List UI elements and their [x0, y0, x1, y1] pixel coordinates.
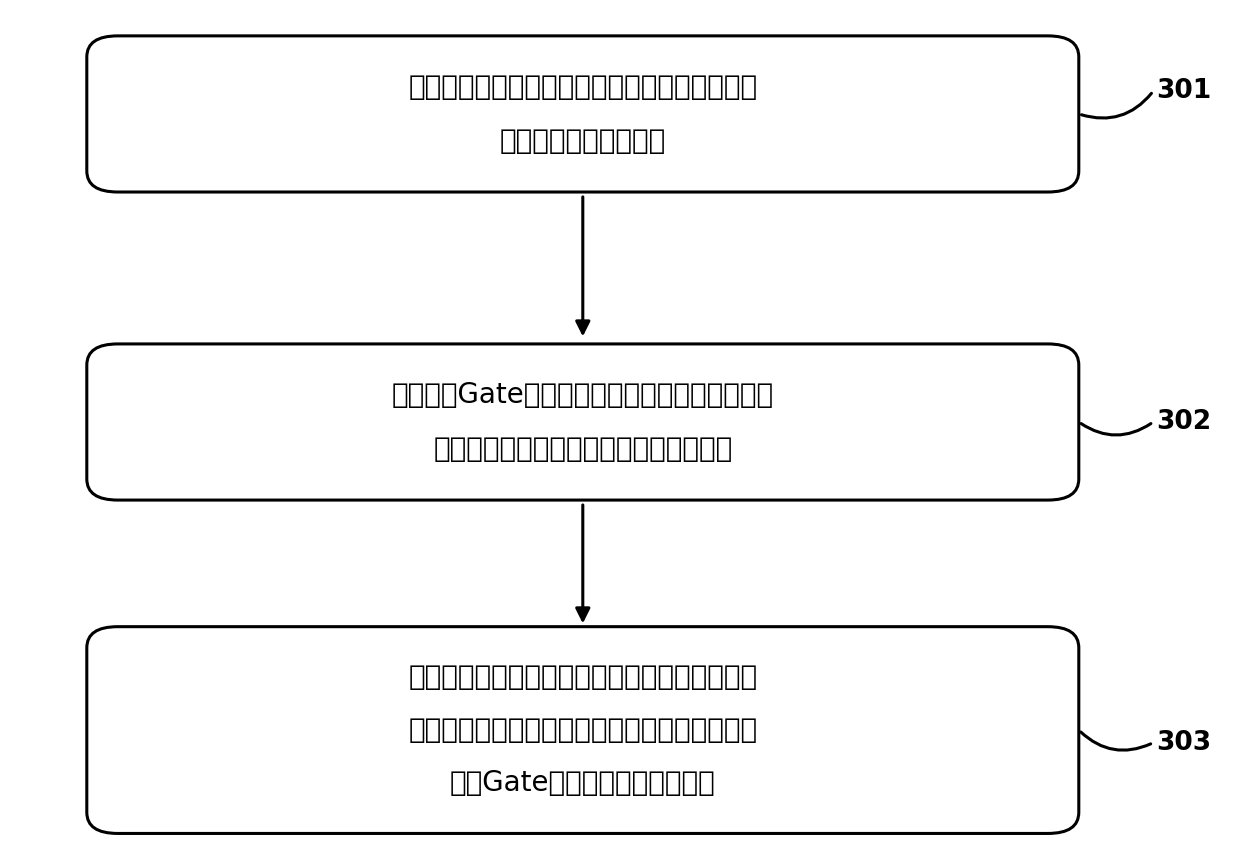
Text: 获得不同Gate扫描电压下灰阶正常位置和灰阶异: 获得不同Gate扫描电压下灰阶正常位置和灰阶异: [392, 381, 774, 409]
FancyBboxPatch shape: [87, 35, 1079, 192]
Text: 常位置的电压电流转移特性曲线进行对比: 常位置的电压电流转移特性曲线进行对比: [433, 435, 733, 463]
Text: 灰阶异常位置的电压电流转移特性曲线差异明显: 灰阶异常位置的电压电流转移特性曲线差异明显: [408, 716, 758, 744]
Text: 电流转移特性曲线测试: 电流转移特性曲线测试: [500, 127, 666, 154]
Text: 301: 301: [1157, 78, 1211, 104]
Text: 根据对比结果，选择所述显示屏灰阶正常位置和: 根据对比结果，选择所述显示屏灰阶正常位置和: [408, 663, 758, 691]
FancyBboxPatch shape: [87, 626, 1079, 833]
FancyBboxPatch shape: [87, 344, 1079, 500]
Text: 302: 302: [1157, 409, 1211, 435]
Text: 时的Gate扫描电压作为测试参数: 时的Gate扫描电压作为测试参数: [450, 769, 715, 798]
Text: 将含有点状斑点的显示屏接入测试设备进行电压: 将含有点状斑点的显示屏接入测试设备进行电压: [408, 73, 758, 101]
Text: 303: 303: [1157, 730, 1211, 755]
